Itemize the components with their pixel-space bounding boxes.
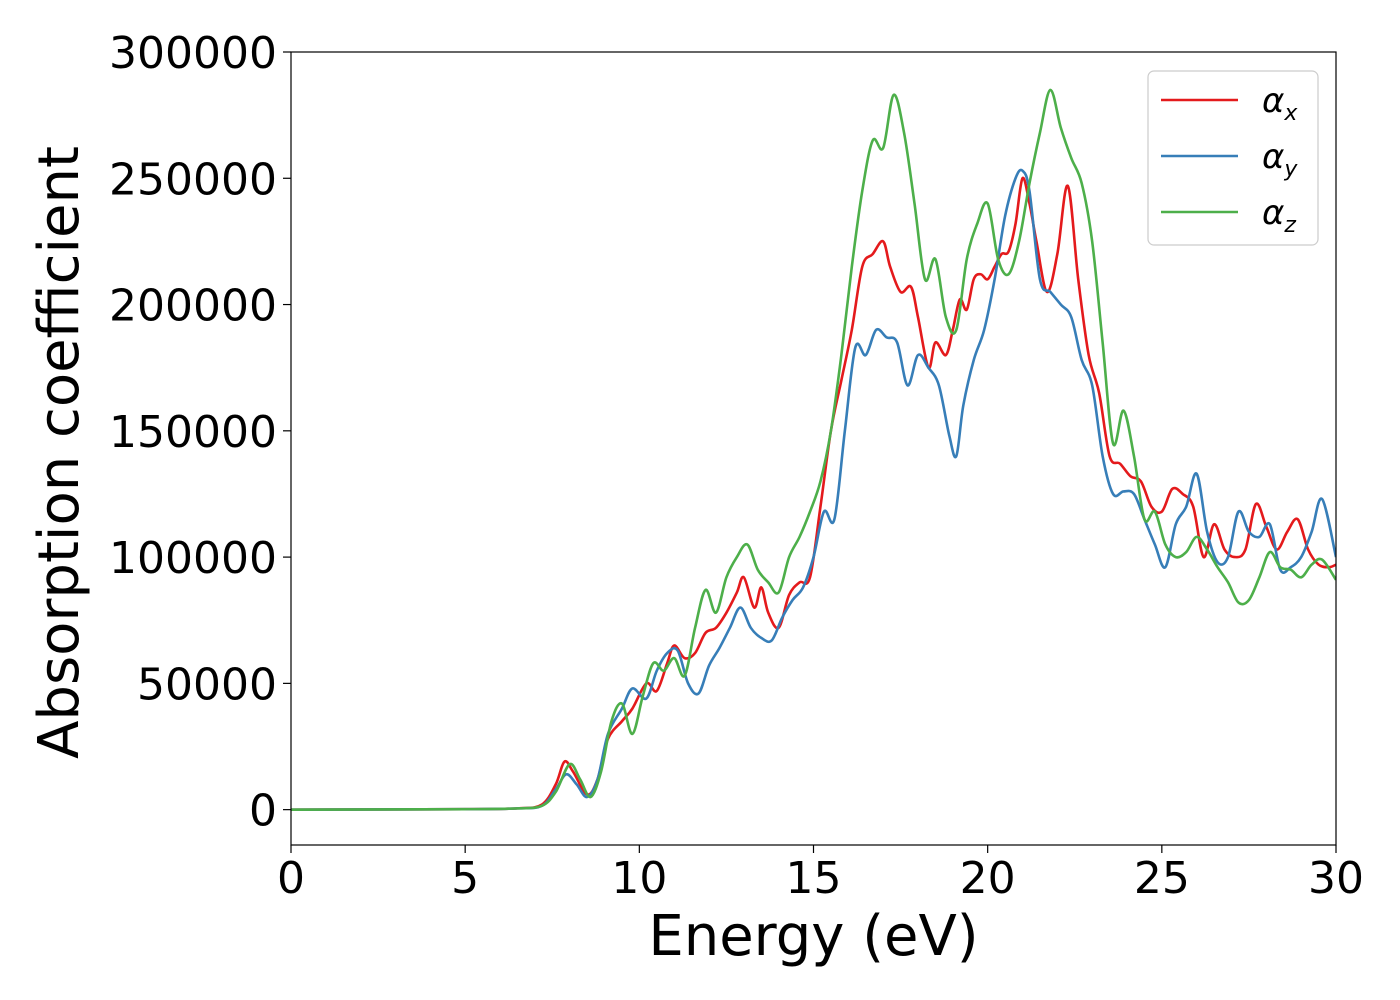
- x-tick-label: 0: [277, 853, 305, 904]
- y-tick-label: 100000: [109, 533, 277, 584]
- legend-label-z: αz: [1262, 193, 1296, 238]
- y-tick-label: 200000: [109, 281, 277, 332]
- legend-box: [1147, 70, 1319, 246]
- x-tick-label: 25: [1134, 853, 1190, 904]
- x-tick-label: 30: [1308, 853, 1364, 904]
- x-axis-title: Energy (eV): [648, 904, 978, 969]
- y-tick-label: 0: [249, 786, 277, 837]
- x-axis: 0 5 10 15 20 25 30: [277, 845, 1364, 904]
- y-tick-label: 50000: [137, 659, 277, 710]
- series-layer: [291, 88, 1336, 811]
- x-tick-label: 5: [451, 853, 479, 904]
- x-tick-label: 20: [960, 853, 1016, 904]
- legend: αx αy αz: [1147, 70, 1319, 246]
- y-tick-label: 300000: [109, 28, 277, 79]
- series-line-z: [291, 88, 1336, 811]
- y-tick-label: 250000: [109, 154, 277, 205]
- y-axis: 0 50000 100000 150000 200000 250000 300000: [109, 28, 291, 837]
- x-tick-label: 15: [786, 853, 842, 904]
- x-tick-label: 10: [611, 853, 667, 904]
- series-line-y: [291, 168, 1336, 811]
- y-tick-label: 150000: [109, 407, 277, 458]
- legend-label-y: αy: [1262, 137, 1298, 182]
- legend-label-x: αx: [1262, 81, 1298, 126]
- y-axis-title: Absorption coefficient: [27, 146, 92, 759]
